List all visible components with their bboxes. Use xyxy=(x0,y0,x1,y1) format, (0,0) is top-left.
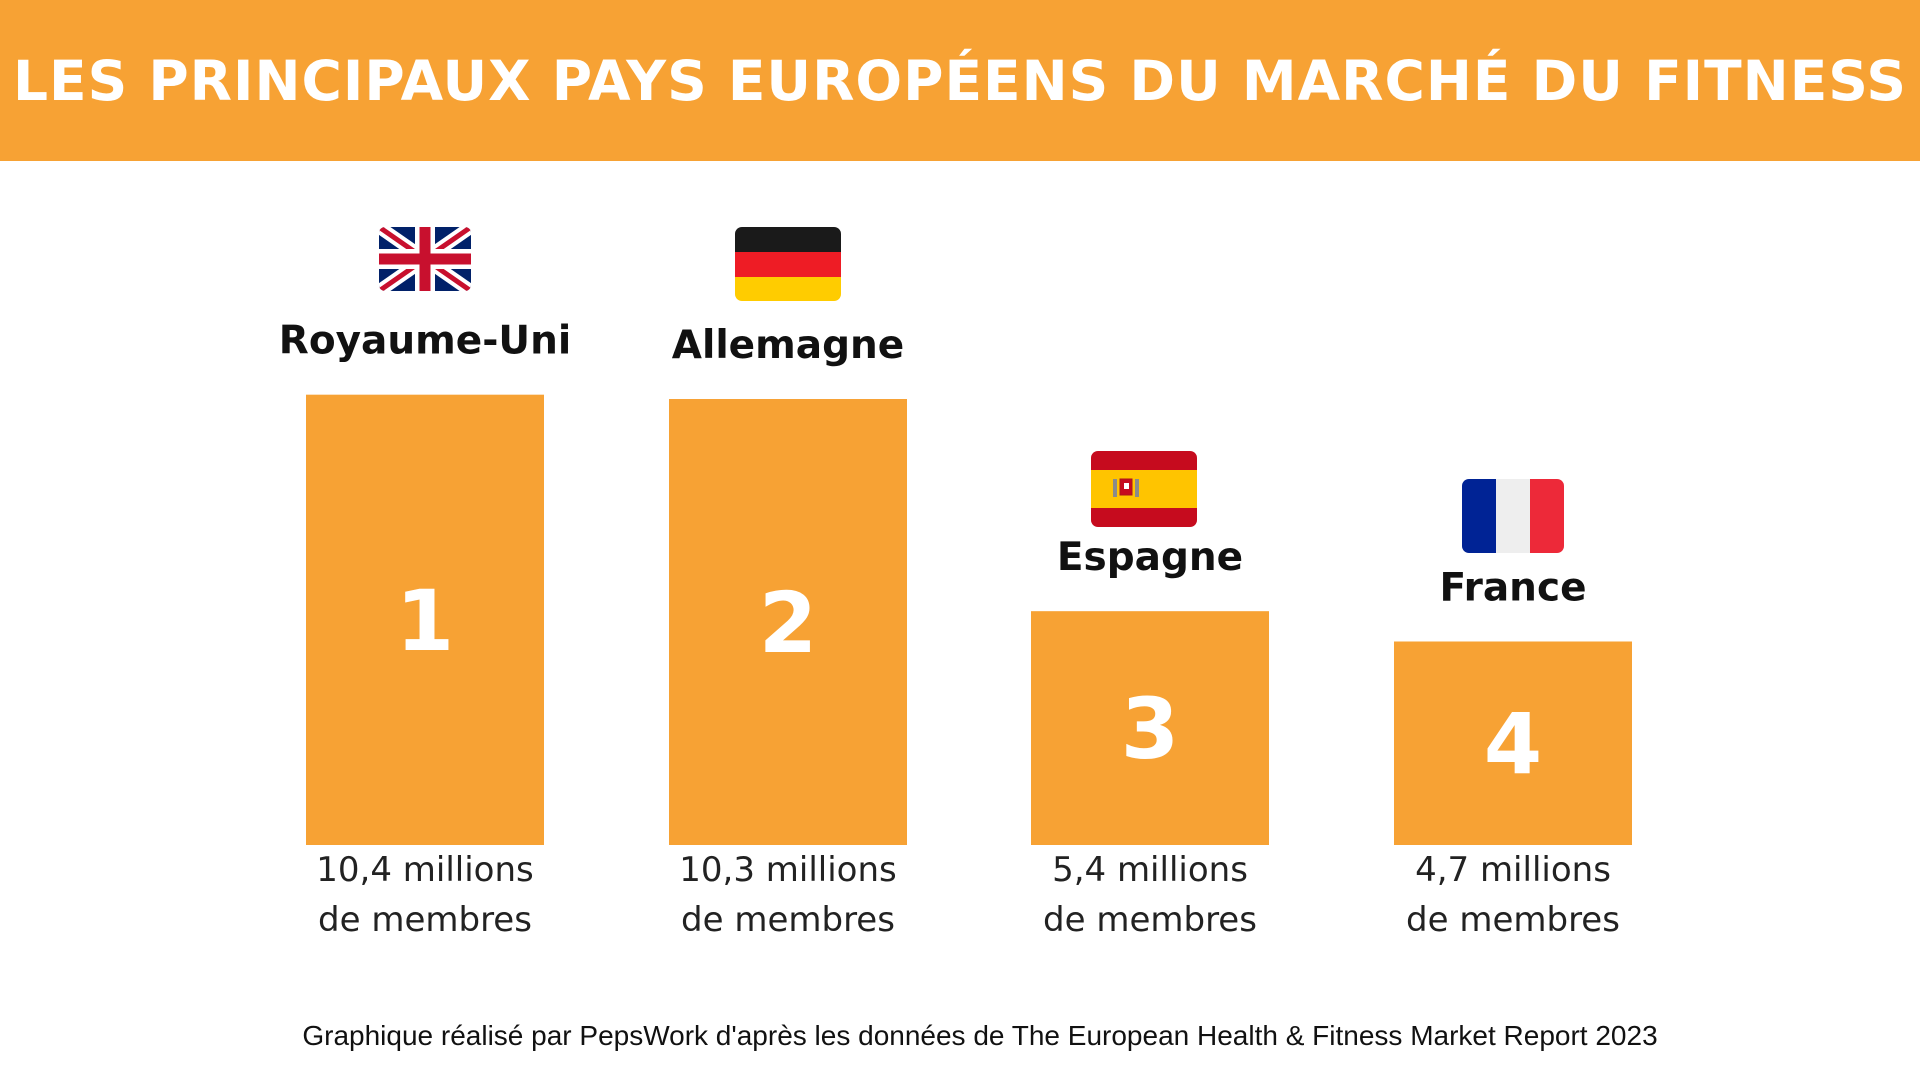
germany-flag-icon xyxy=(735,227,841,301)
value-label-unit: de membres xyxy=(1406,900,1620,940)
france-flag-icon xyxy=(1462,479,1564,553)
bar xyxy=(1394,641,1632,845)
page-title: LES PRINCIPAUX PAYS EUROPÉENS DU MARCHÉ … xyxy=(12,48,1908,113)
spain-flag-icon xyxy=(1091,451,1197,527)
bar xyxy=(306,394,544,845)
country-label: Espagne xyxy=(1057,535,1243,580)
value-label-unit: de membres xyxy=(318,900,532,940)
value-label: 10,3 millions xyxy=(679,850,896,890)
bar xyxy=(1031,611,1269,845)
rank-label: 2 xyxy=(759,574,817,672)
value-label-unit: de membres xyxy=(681,900,895,940)
title-banner: LES PRINCIPAUX PAYS EUROPÉENS DU MARCHÉ … xyxy=(0,0,1920,161)
rank-label: 3 xyxy=(1121,680,1179,778)
value-label: 4,7 millions xyxy=(1415,850,1611,890)
country-label: Royaume-Uni xyxy=(279,319,571,364)
value-label: 10,4 millions xyxy=(316,850,533,890)
country-label: Allemagne xyxy=(672,323,904,368)
source-note: Graphique réalisé par PepsWork d'après l… xyxy=(302,1020,1658,1051)
value-label: 5,4 millions xyxy=(1052,850,1248,890)
value-label-unit: de membres xyxy=(1043,900,1257,940)
country-label: France xyxy=(1439,565,1586,610)
united-kingdom-flag-icon xyxy=(379,227,471,291)
rank-label: 1 xyxy=(396,572,454,670)
bar xyxy=(669,399,907,845)
rank-label: 4 xyxy=(1484,695,1542,793)
